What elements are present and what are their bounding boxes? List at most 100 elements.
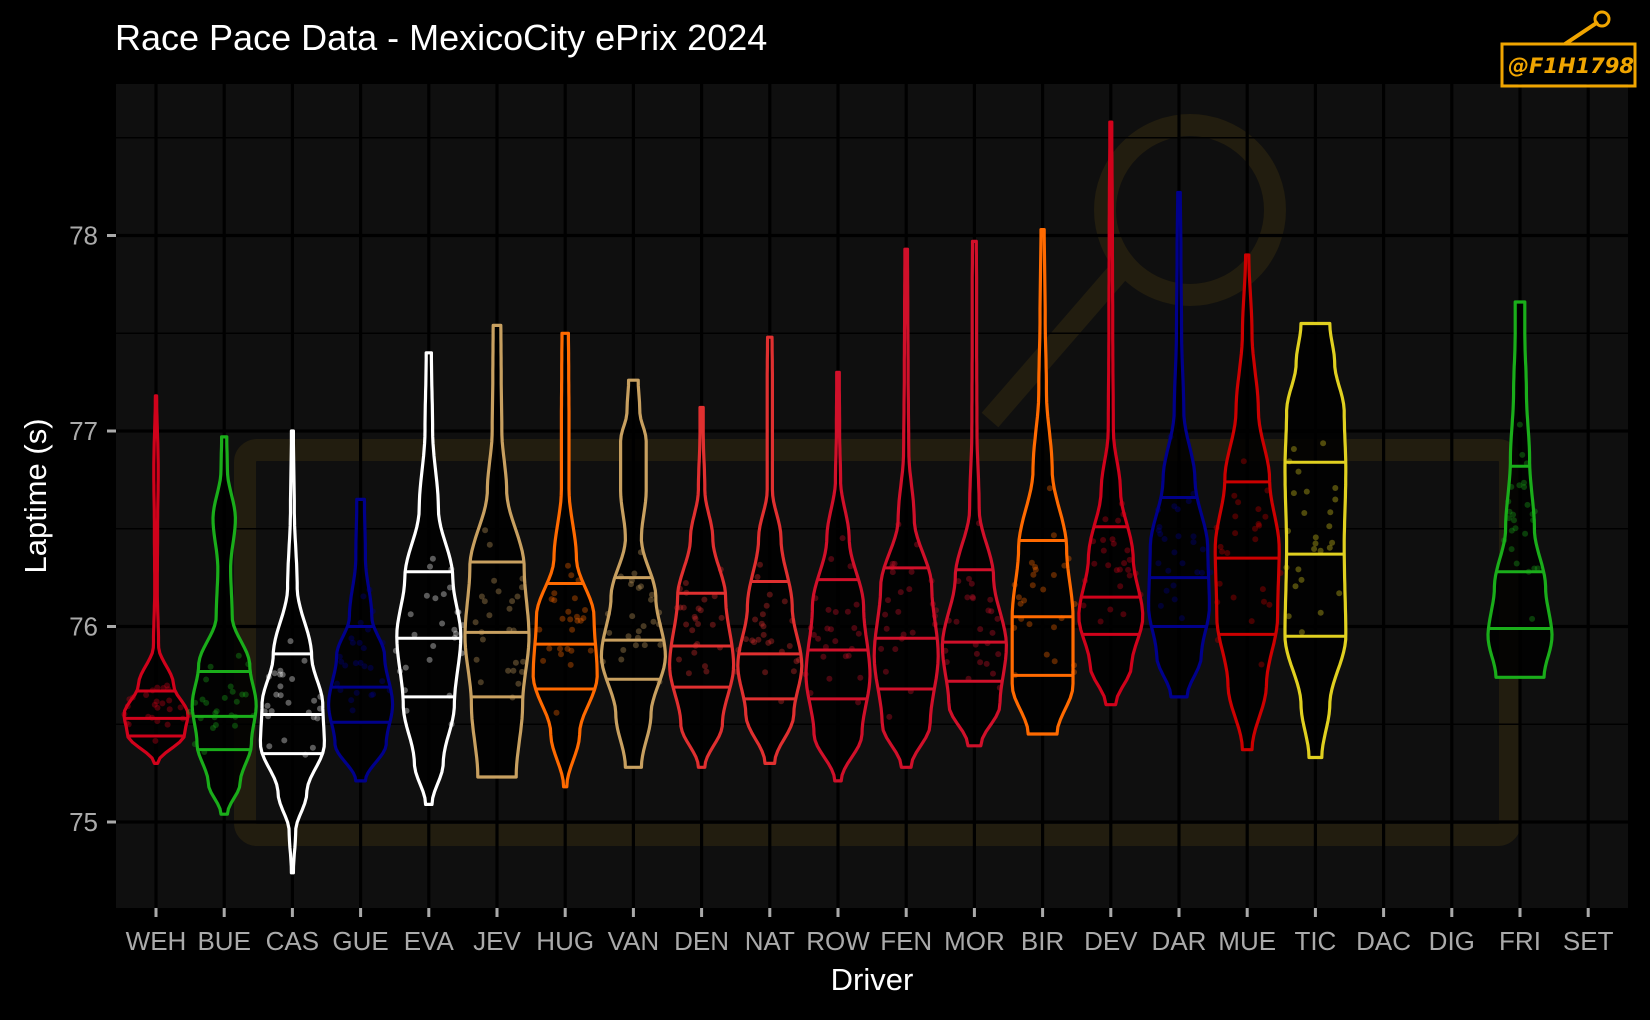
lap-point: [1285, 528, 1291, 534]
lap-point: [423, 592, 430, 599]
lap-point: [650, 618, 657, 625]
lap-point: [1156, 524, 1163, 530]
lap-point: [857, 674, 864, 681]
lap-point: [1219, 548, 1225, 555]
lap-point: [1082, 577, 1088, 584]
lap-point: [1303, 488, 1310, 495]
lap-point: [885, 597, 891, 604]
lap-point: [1026, 621, 1033, 628]
lap-point: [909, 629, 916, 636]
lap-point: [515, 680, 522, 687]
lap-point: [239, 691, 246, 698]
lap-point: [212, 710, 219, 717]
lap-point: [1011, 624, 1018, 631]
lap-point: [828, 626, 834, 633]
violin-outline: [531, 331, 599, 789]
lap-point: [1213, 524, 1220, 531]
lap-point: [1185, 498, 1192, 505]
lap-point: [1105, 562, 1112, 569]
lap-point: [1171, 503, 1178, 510]
lap-point: [1155, 506, 1161, 513]
x-tick-label-dig: DIG: [1429, 926, 1475, 956]
lap-point: [676, 585, 683, 592]
lap-point: [519, 668, 525, 675]
lap-point: [891, 560, 898, 567]
lap-point: [1266, 601, 1273, 608]
violin-outline: [258, 429, 326, 875]
lap-point: [432, 595, 439, 602]
x-tick-label-den: DEN: [674, 926, 729, 956]
lap-point: [853, 601, 860, 608]
lap-point: [1510, 511, 1517, 518]
lap-point: [1255, 506, 1262, 513]
x-tick-label-cas: CAS: [266, 926, 319, 956]
lap-point: [1051, 658, 1058, 665]
lap-point: [931, 613, 938, 619]
lap-point: [638, 583, 644, 590]
lap-point: [317, 693, 324, 700]
lap-point: [815, 635, 822, 642]
lap-point: [235, 652, 242, 659]
lap-point: [977, 626, 984, 633]
lap-point: [473, 656, 480, 663]
lap-point: [314, 715, 321, 722]
lap-point: [977, 659, 984, 666]
lap-point: [964, 594, 971, 601]
lap-point: [1050, 572, 1057, 578]
violin-outline: [395, 351, 463, 806]
lap-point: [540, 657, 547, 664]
lap-point: [1126, 556, 1133, 563]
lap-point: [1015, 594, 1022, 601]
lap-point: [932, 621, 938, 628]
lap-point: [1071, 669, 1077, 676]
lap-point: [166, 697, 173, 704]
lap-point: [1124, 547, 1131, 554]
lap-point: [1311, 546, 1318, 552]
lap-point: [1029, 582, 1036, 589]
lap-point: [1505, 498, 1512, 505]
lap-point: [914, 541, 920, 548]
lap-point: [685, 670, 692, 677]
lap-point: [1262, 513, 1269, 520]
lap-point: [491, 577, 498, 584]
lap-point: [832, 609, 839, 615]
lap-point: [519, 584, 525, 591]
lap-point: [1207, 569, 1214, 576]
lap-point: [847, 563, 854, 570]
lap-point: [1021, 597, 1028, 604]
x-tick-label-dac: DAC: [1356, 926, 1411, 956]
lap-point: [1529, 615, 1536, 622]
lap-point: [970, 595, 976, 602]
lap-point: [1317, 547, 1324, 554]
lap-point: [564, 645, 571, 652]
lap-point: [1157, 531, 1164, 537]
lap-point: [580, 615, 587, 622]
lap-point: [368, 692, 375, 699]
lap-point: [1501, 537, 1508, 544]
x-tick-label-bue: BUE: [197, 926, 250, 956]
lap-point: [1199, 546, 1206, 553]
lap-point: [1534, 565, 1541, 572]
lap-point: [514, 593, 521, 600]
lap-point: [656, 609, 663, 616]
lap-point: [656, 621, 662, 628]
lap-point: [807, 690, 814, 696]
lap-point: [1171, 549, 1178, 556]
lap-point: [766, 591, 773, 598]
lap-point: [281, 737, 288, 744]
lap-point: [631, 570, 638, 577]
lap-point: [689, 627, 696, 634]
lap-point: [1298, 576, 1305, 583]
lap-point: [1126, 572, 1133, 579]
lap-point: [123, 720, 130, 727]
lap-point: [397, 668, 403, 675]
lap-point: [757, 561, 763, 568]
lap-point: [1506, 508, 1513, 515]
lap-point: [1110, 540, 1117, 547]
lap-point: [1522, 530, 1529, 537]
lap-point: [1317, 609, 1324, 616]
lap-point: [695, 605, 702, 612]
lap-point: [1155, 527, 1162, 534]
lap-point: [1043, 651, 1050, 658]
